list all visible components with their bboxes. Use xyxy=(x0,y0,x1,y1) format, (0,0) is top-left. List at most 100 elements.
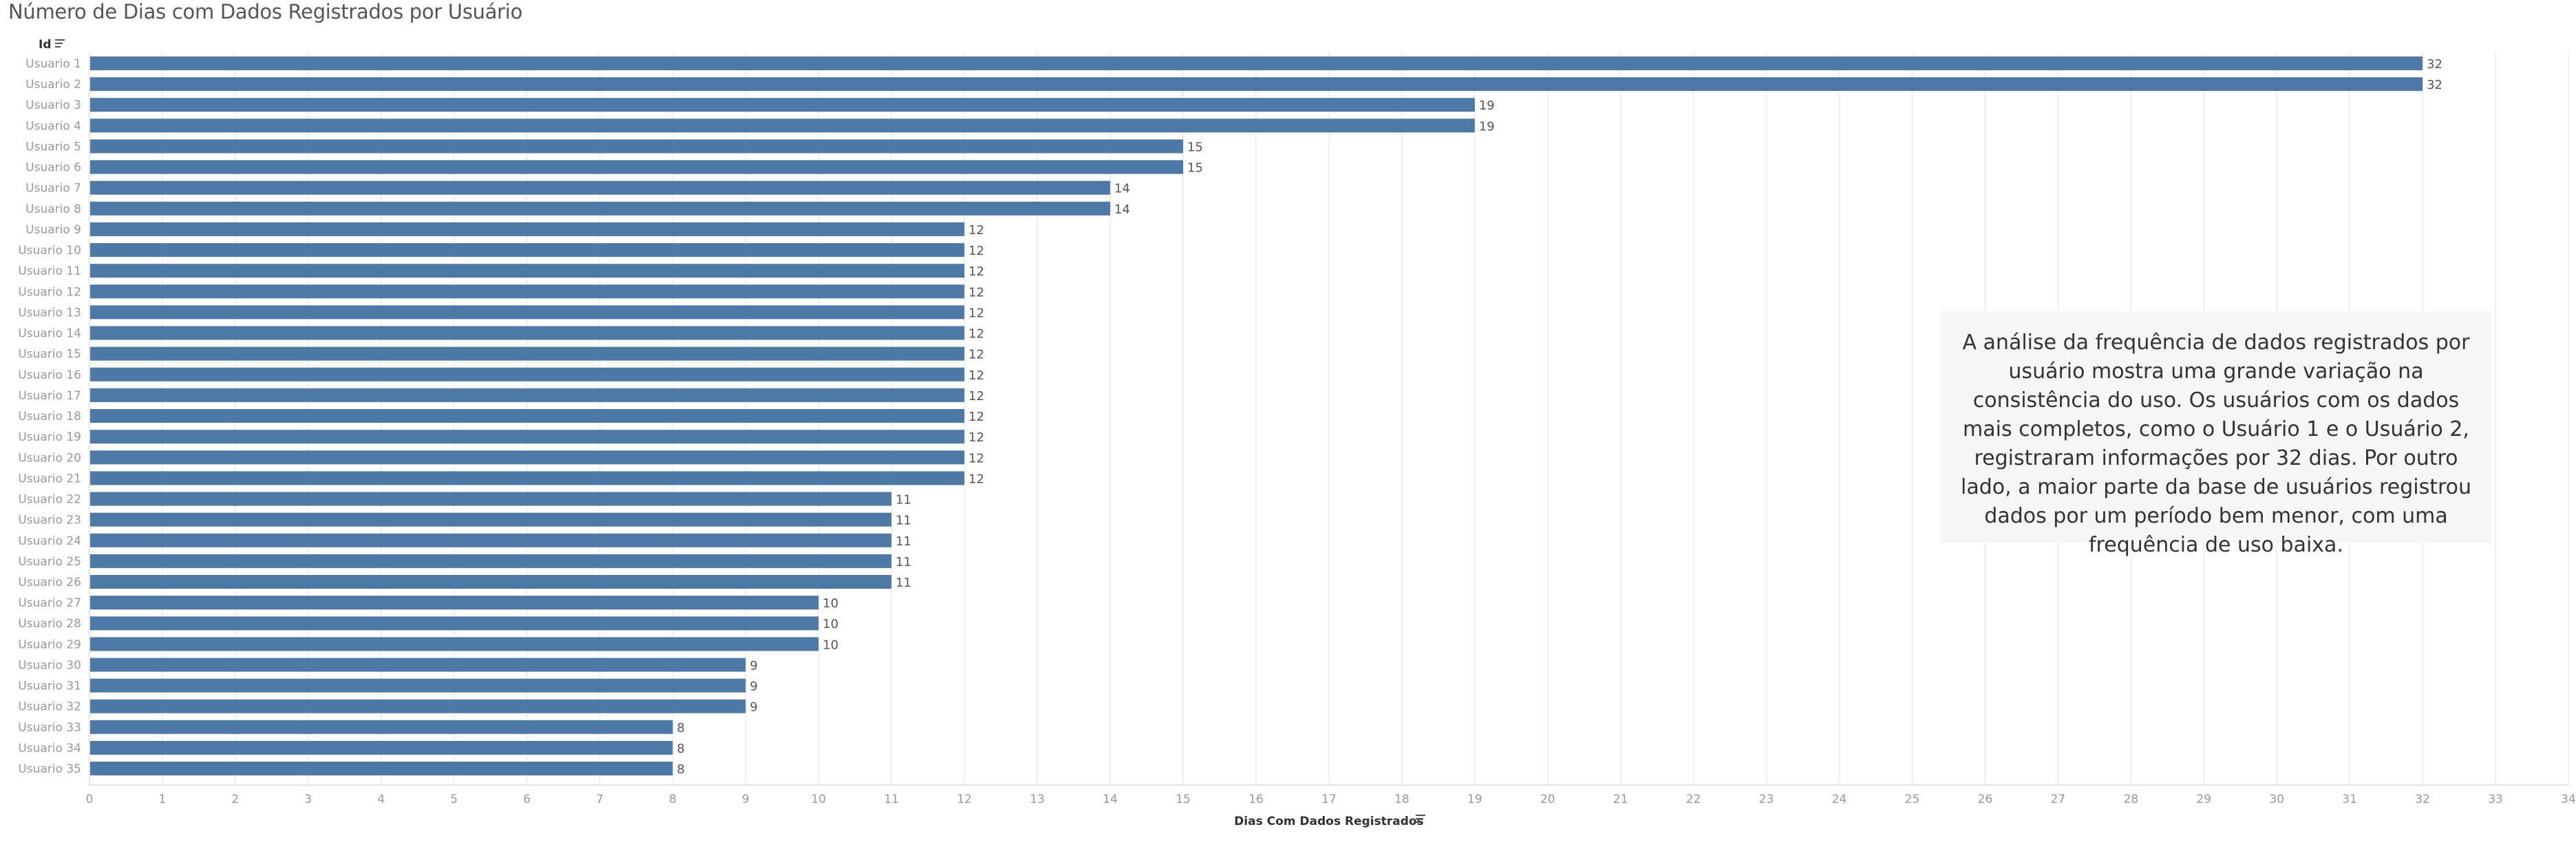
x-tick-label: 11 xyxy=(884,793,900,806)
bar xyxy=(90,450,965,465)
data-label: 12 xyxy=(968,327,984,342)
category-label: Usuario 16 xyxy=(18,368,81,382)
bar xyxy=(90,56,2423,70)
bar xyxy=(90,118,1475,133)
data-label: 9 xyxy=(749,680,757,694)
bar xyxy=(90,533,892,547)
category-label: Usuario 27 xyxy=(18,596,81,610)
x-tick-label: 13 xyxy=(1030,793,1045,806)
bar xyxy=(90,264,965,278)
x-tick-label: 18 xyxy=(1394,793,1409,806)
data-label: 11 xyxy=(895,493,911,508)
x-tick-label: 14 xyxy=(1103,793,1118,806)
category-label: Usuario 31 xyxy=(18,680,81,693)
category-label: Usuario 30 xyxy=(18,658,81,672)
data-label: 12 xyxy=(968,244,984,258)
x-tick-label: 19 xyxy=(1467,793,1482,806)
x-tick-label: 24 xyxy=(1832,793,1847,806)
x-tick-label: 30 xyxy=(2269,793,2284,806)
bar xyxy=(90,139,1184,154)
category-label: Usuario 19 xyxy=(18,430,81,444)
data-label: 9 xyxy=(749,700,757,715)
x-tick-label: 4 xyxy=(377,793,385,806)
x-tick-label: 22 xyxy=(1686,793,1701,806)
category-label: Usuario 14 xyxy=(18,327,81,341)
bar xyxy=(90,409,965,423)
data-label: 12 xyxy=(968,472,984,486)
x-tick-label: 17 xyxy=(1321,793,1337,806)
category-label: Usuario 34 xyxy=(18,742,81,755)
x-tick-label: 33 xyxy=(2488,793,2503,806)
bar xyxy=(90,201,1111,216)
category-label: Usuario 26 xyxy=(18,576,81,589)
category-label: Usuario 5 xyxy=(25,140,81,154)
category-label: Usuario 10 xyxy=(18,244,81,258)
data-label: 12 xyxy=(968,348,984,362)
category-label: Usuario 23 xyxy=(18,514,81,527)
x-tick-label: 23 xyxy=(1759,793,1774,806)
data-label: 10 xyxy=(822,617,838,631)
data-label: 9 xyxy=(749,658,757,673)
bar xyxy=(90,596,819,610)
bar xyxy=(90,222,965,236)
x-tick-label: 0 xyxy=(86,793,94,806)
data-label: 11 xyxy=(895,514,911,528)
bar xyxy=(90,699,746,713)
bar xyxy=(90,77,2423,92)
bar xyxy=(90,658,746,672)
data-label: 8 xyxy=(677,742,685,756)
category-label: Usuario 1 xyxy=(25,57,81,71)
category-label: Usuario 2 xyxy=(25,78,81,92)
data-label: 15 xyxy=(1187,161,1203,176)
category-label: Usuario 13 xyxy=(18,306,81,320)
data-label: 8 xyxy=(677,721,685,735)
category-label: Usuario 6 xyxy=(25,161,81,175)
x-tick-label: 21 xyxy=(1613,793,1628,806)
bar xyxy=(90,284,965,299)
data-label: 12 xyxy=(968,451,984,465)
category-label: Usuario 25 xyxy=(18,555,81,569)
sort-icon xyxy=(1416,815,1425,823)
x-tick-label: 2 xyxy=(231,793,239,806)
data-label: 14 xyxy=(1114,202,1130,217)
data-label: 19 xyxy=(1479,98,1495,113)
x-tick-label: 32 xyxy=(2415,793,2430,806)
data-label: 15 xyxy=(1187,140,1203,154)
bar xyxy=(90,430,965,444)
y-axis-title: Id xyxy=(39,38,52,52)
x-tick-label: 34 xyxy=(2561,793,2576,806)
category-label: Usuario 20 xyxy=(18,451,81,465)
x-tick-label: 10 xyxy=(811,793,827,806)
x-tick-label: 31 xyxy=(2342,793,2357,806)
category-label: Usuario 7 xyxy=(25,182,81,196)
category-label: Usuario 35 xyxy=(18,762,81,776)
data-label: 12 xyxy=(968,306,984,320)
category-label: Usuario 3 xyxy=(25,98,81,112)
x-tick-label: 25 xyxy=(1905,793,1920,806)
category-label: Usuario 8 xyxy=(25,202,81,216)
category-label: Usuario 24 xyxy=(18,534,81,548)
bar xyxy=(90,346,965,361)
category-label: Usuario 18 xyxy=(18,410,81,423)
x-tick-label: 9 xyxy=(742,793,749,806)
x-tick-label: 3 xyxy=(304,793,312,806)
data-label: 12 xyxy=(968,368,984,383)
bar xyxy=(90,388,965,402)
category-label: Usuario 17 xyxy=(18,389,81,403)
category-label: Usuario 28 xyxy=(18,617,81,631)
data-label: 10 xyxy=(822,638,838,652)
data-label: 10 xyxy=(822,596,838,611)
category-label: Usuario 29 xyxy=(18,638,81,651)
category-label: Usuario 4 xyxy=(25,119,81,133)
analysis-annotation: A análise da frequência de dados registr… xyxy=(1941,311,2491,557)
bar xyxy=(90,616,819,631)
data-label: 12 xyxy=(968,285,984,300)
bar xyxy=(90,305,965,320)
x-tick-label: 12 xyxy=(957,793,972,806)
x-tick-label: 16 xyxy=(1248,793,1264,806)
bar xyxy=(90,637,819,651)
data-label: 32 xyxy=(2427,57,2442,72)
data-label: 11 xyxy=(895,555,911,569)
bar xyxy=(90,512,892,527)
data-label: 12 xyxy=(968,389,984,404)
